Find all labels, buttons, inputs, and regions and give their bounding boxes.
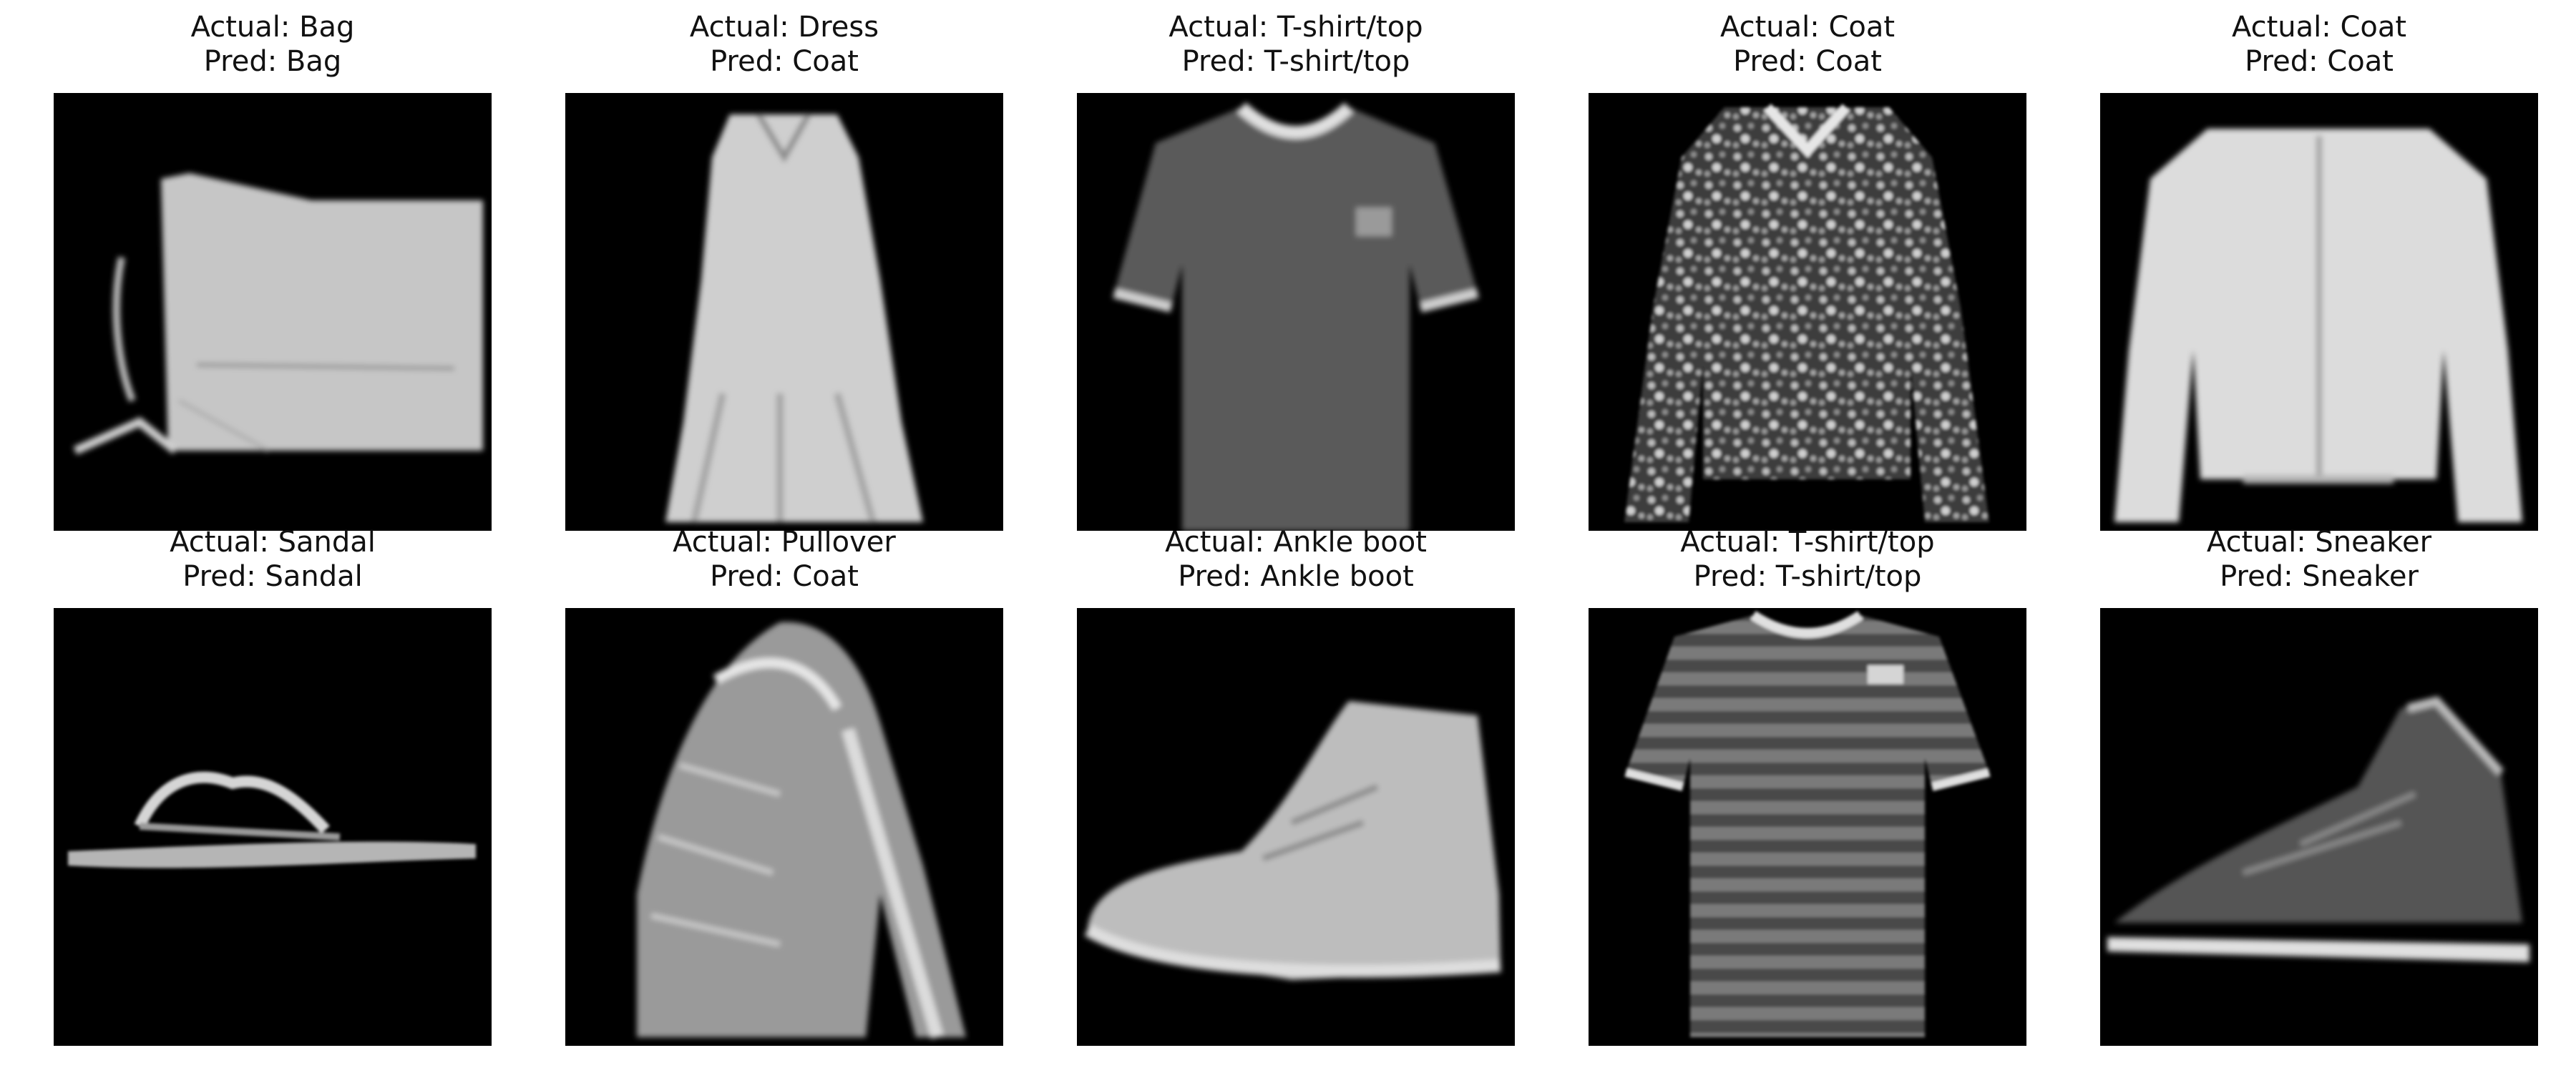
predicted-label: Pred: T-shirt/top: [1181, 45, 1410, 78]
actual-label: Actual: Sandal: [170, 526, 376, 559]
clothing-image: [565, 93, 1003, 531]
panel-title: Actual: T-shirt/top Pred: T-shirt/top: [1077, 10, 1515, 79]
actual-label: Actual: Pullover: [673, 526, 896, 559]
panel-title: Actual: Bag Pred: Bag: [54, 10, 492, 79]
panel-title: Actual: Sneaker Pred: Sneaker: [2100, 525, 2538, 594]
actual-label: Actual: Ankle boot: [1165, 526, 1427, 559]
actual-label: Actual: T-shirt/top: [1169, 11, 1423, 44]
predicted-label: Pred: Sandal: [182, 560, 363, 593]
panel-title: Actual: Sandal Pred: Sandal: [54, 525, 492, 594]
clothing-image: [1077, 608, 1515, 1046]
clothing-image: [1589, 93, 2026, 531]
panel-title: Actual: Dress Pred: Coat: [565, 10, 1003, 79]
predicted-label: Pred: Coat: [2245, 45, 2394, 78]
panel-title: Actual: Pullover Pred: Coat: [565, 525, 1003, 594]
actual-label: Actual: T-shirt/top: [1680, 526, 1935, 559]
clothing-image: [2100, 93, 2538, 531]
panel-title: Actual: Ankle boot Pred: Ankle boot: [1077, 525, 1515, 594]
predicted-label: Pred: Sneaker: [2220, 560, 2419, 593]
predicted-label: Pred: Ankle boot: [1178, 560, 1414, 593]
predicted-label: Pred: Coat: [710, 560, 859, 593]
clothing-image: [2100, 608, 2538, 1046]
predicted-label: Pred: Bag: [203, 45, 342, 78]
panel-title: Actual: T-shirt/top Pred: T-shirt/top: [1589, 525, 2026, 594]
panel-title: Actual: Coat Pred: Coat: [2100, 10, 2538, 79]
predicted-label: Pred: Coat: [1733, 45, 1882, 78]
panel-title: Actual: Coat Pred: Coat: [1589, 10, 2026, 79]
predicted-label: Pred: T-shirt/top: [1693, 560, 1922, 593]
clothing-image: [1589, 608, 2026, 1046]
actual-label: Actual: Bag: [190, 11, 355, 44]
clothing-image: [1077, 93, 1515, 531]
clothing-image: [54, 608, 492, 1046]
predicted-label: Pred: Coat: [710, 45, 859, 78]
actual-label: Actual: Sneaker: [2206, 526, 2432, 559]
clothing-image: [54, 93, 492, 531]
actual-label: Actual: Coat: [2231, 11, 2407, 44]
actual-label: Actual: Dress: [689, 11, 879, 44]
actual-label: Actual: Coat: [1719, 11, 1896, 44]
clothing-image: [565, 608, 1003, 1046]
